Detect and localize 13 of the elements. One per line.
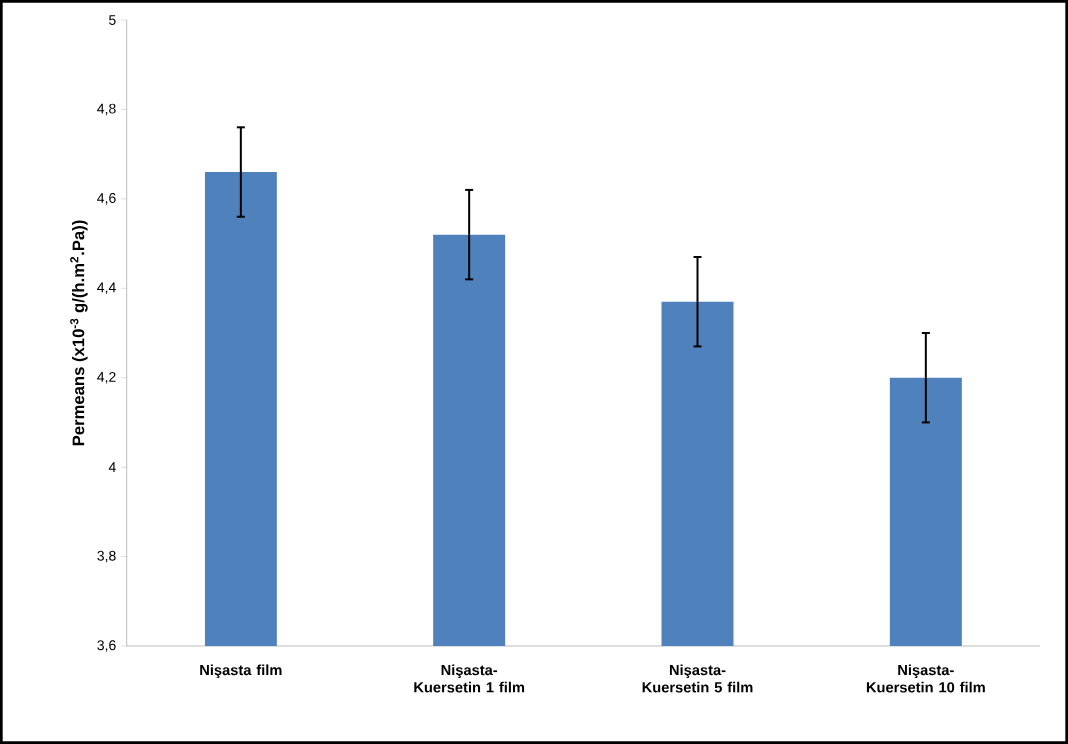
y-axis-title: Permeans (x10$^{-3}$ g/(h.m$^{2}$.Pa)) bbox=[70, 220, 88, 446]
y-tick-label: 3,6 bbox=[97, 640, 116, 652]
y-tick-label: 4,2 bbox=[97, 371, 116, 384]
x-tick-label: Nişasta-Kuersetin 1 film bbox=[414, 664, 525, 693]
y-tick-label: 4,6 bbox=[97, 193, 116, 205]
y-tick-label: 3,8 bbox=[97, 550, 116, 563]
x-tick-label: Nişasta-Kuersetin 10 film bbox=[866, 664, 985, 693]
y-tick-label: 4 bbox=[108, 462, 116, 472]
y-tick-label: 4,4 bbox=[97, 282, 116, 294]
x-tick-label: Nişasta film bbox=[200, 664, 282, 679]
y-tick-label: 5 bbox=[109, 15, 116, 25]
x-tick-label: Nişasta-Kuersetin 5 film bbox=[642, 664, 753, 693]
y-tick-label: 4,8 bbox=[97, 103, 116, 116]
